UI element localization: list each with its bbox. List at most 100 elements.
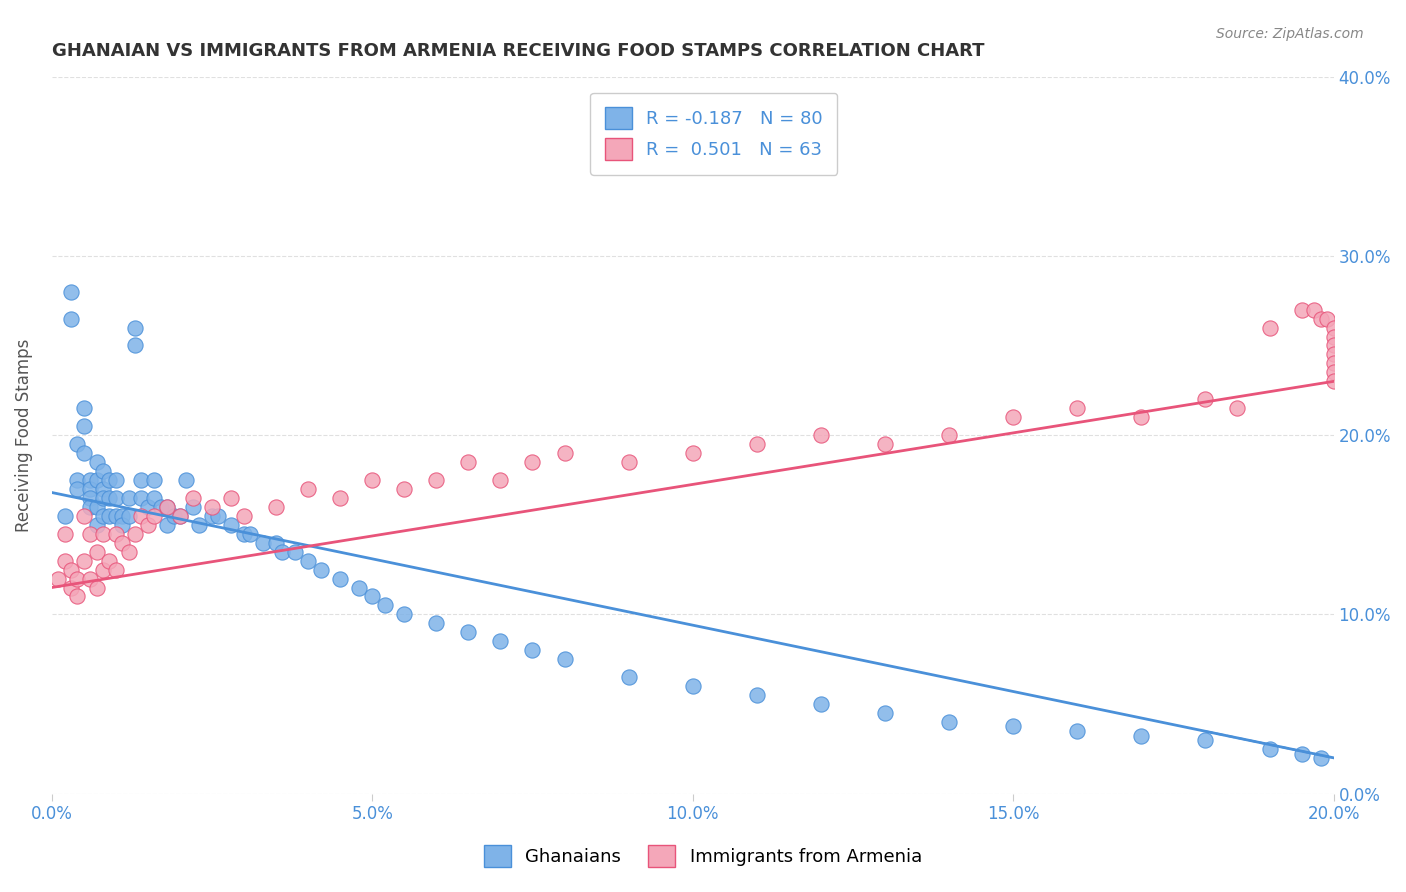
Point [53, 526, 76, 541]
Point [124, 338, 146, 352]
Point [252, 535, 274, 549]
Point [553, 652, 575, 666]
Point [361, 590, 384, 604]
Point [86, 581, 108, 595]
Point [46, 572, 69, 586]
Point [59, 581, 82, 595]
Point [73, 446, 96, 460]
Point [264, 535, 287, 549]
Point [156, 517, 179, 532]
Point [617, 455, 640, 469]
Point [233, 508, 256, 523]
Point [810, 697, 832, 711]
Point [1323, 356, 1346, 370]
Point [219, 517, 242, 532]
Point [271, 544, 294, 558]
Point [104, 508, 127, 523]
Point [553, 446, 575, 460]
Point [91, 464, 114, 478]
Point [86, 455, 108, 469]
Point [233, 526, 256, 541]
Point [53, 554, 76, 568]
Point [489, 473, 512, 487]
Point [98, 554, 121, 568]
Point [79, 473, 101, 487]
Point [131, 491, 153, 505]
Point [1258, 742, 1281, 756]
Point [98, 473, 121, 487]
Point [118, 508, 141, 523]
Point [66, 572, 89, 586]
Point [79, 572, 101, 586]
Point [104, 563, 127, 577]
Point [425, 616, 447, 631]
Point [201, 500, 224, 514]
Point [86, 544, 108, 558]
Point [176, 473, 198, 487]
Point [682, 446, 704, 460]
Point [104, 491, 127, 505]
Point [91, 491, 114, 505]
Point [104, 526, 127, 541]
Point [394, 607, 416, 622]
Point [1291, 302, 1313, 317]
Point [66, 437, 89, 451]
Point [264, 500, 287, 514]
Point [1002, 410, 1025, 425]
Point [98, 508, 121, 523]
Point [86, 500, 108, 514]
Point [59, 285, 82, 299]
Point [124, 320, 146, 334]
Point [239, 526, 262, 541]
Point [349, 581, 371, 595]
Point [156, 500, 179, 514]
Point [1309, 751, 1331, 765]
Point [1130, 729, 1153, 743]
Point [124, 526, 146, 541]
Point [207, 508, 229, 523]
Point [1323, 347, 1346, 361]
Point [1258, 320, 1281, 334]
Point [1309, 311, 1331, 326]
Point [361, 473, 384, 487]
Point [73, 419, 96, 434]
Point [86, 473, 108, 487]
Point [131, 508, 153, 523]
Point [810, 428, 832, 442]
Point [143, 473, 166, 487]
Point [745, 688, 768, 702]
Point [136, 500, 159, 514]
Point [181, 491, 204, 505]
Point [1323, 338, 1346, 352]
Point [201, 508, 224, 523]
Point [66, 482, 89, 496]
Point [873, 706, 896, 720]
Point [86, 517, 108, 532]
Point [425, 473, 447, 487]
Point [169, 508, 191, 523]
Point [73, 508, 96, 523]
Point [1323, 375, 1346, 389]
Point [79, 491, 101, 505]
Point [73, 401, 96, 416]
Point [149, 500, 172, 514]
Point [1323, 320, 1346, 334]
Point [617, 670, 640, 684]
Point [111, 508, 134, 523]
Point [59, 311, 82, 326]
Point [181, 500, 204, 514]
Point [118, 544, 141, 558]
Point [59, 563, 82, 577]
Point [297, 482, 319, 496]
Point [1066, 723, 1088, 738]
Point [104, 473, 127, 487]
Point [91, 482, 114, 496]
Point [522, 643, 544, 657]
Point [873, 437, 896, 451]
Point [91, 508, 114, 523]
Point [143, 491, 166, 505]
Point [79, 482, 101, 496]
Point [329, 572, 352, 586]
Point [1316, 311, 1339, 326]
Point [79, 526, 101, 541]
